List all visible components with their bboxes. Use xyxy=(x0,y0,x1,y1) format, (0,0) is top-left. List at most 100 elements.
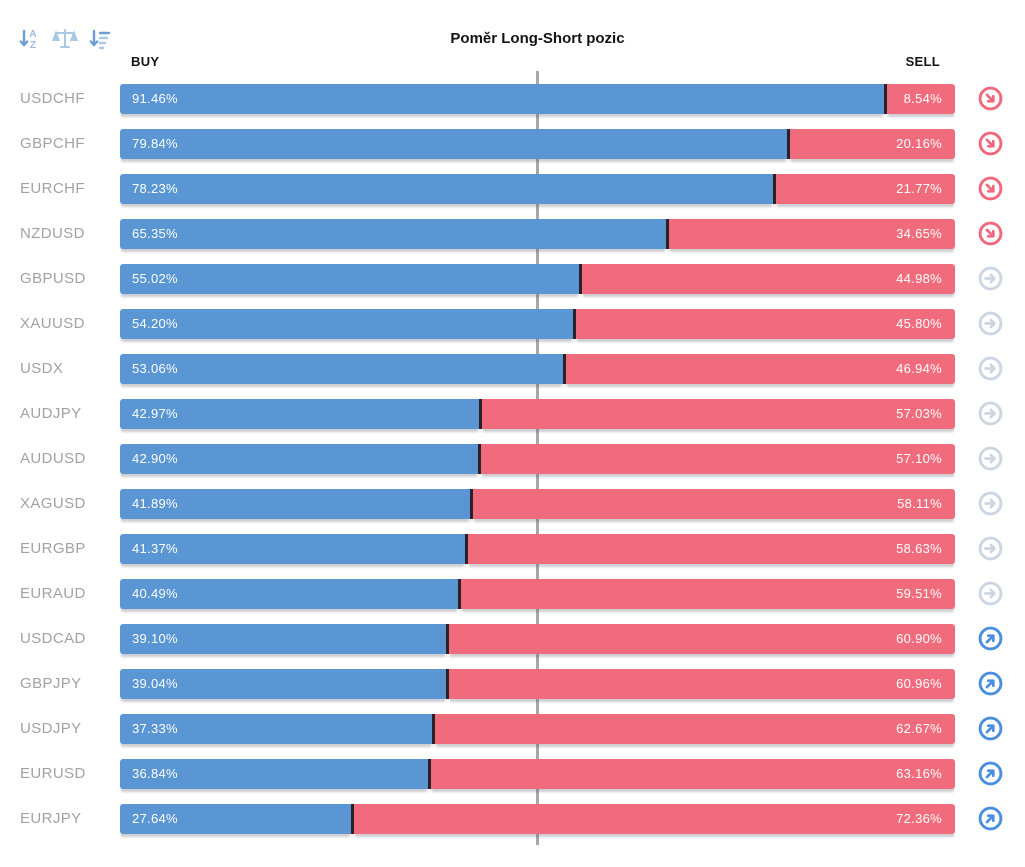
buy-sell-divider xyxy=(786,128,790,159)
svg-text:A: A xyxy=(29,29,36,40)
buy-value: 42.90% xyxy=(132,451,178,466)
sell-value: 8.54% xyxy=(903,91,942,106)
sell-value: 58.11% xyxy=(897,496,942,511)
sell-value: 21.77% xyxy=(896,181,942,196)
buy-value: 41.89% xyxy=(132,496,178,511)
buy-bar: 40.49% xyxy=(120,578,459,609)
buy-value: 53.06% xyxy=(132,361,178,376)
trend-indicator xyxy=(978,446,1003,471)
sell-bar: 46.94% xyxy=(566,353,955,384)
buy-value: 41.37% xyxy=(132,541,178,556)
ratio-bar-track: 54.20% 45.80% xyxy=(120,308,955,339)
pair-label: NZDUSD xyxy=(20,225,85,242)
ratio-bar-track: 53.06% 46.94% xyxy=(120,353,955,384)
buy-sell-divider xyxy=(883,83,887,114)
ratio-bar-track: 55.02% 44.98% xyxy=(120,263,955,294)
buy-sell-divider xyxy=(469,488,473,519)
trend-indicator xyxy=(978,131,1003,156)
trend-indicator xyxy=(978,221,1003,246)
sell-bar: 63.16% xyxy=(430,758,955,789)
trend-down-icon xyxy=(978,176,1003,201)
trend-indicator xyxy=(978,311,1003,336)
table-row: USDX 53.06% 46.94% xyxy=(0,346,1025,391)
trend-indicator xyxy=(978,491,1003,516)
sell-value: 34.65% xyxy=(896,226,942,241)
trend-neutral-icon xyxy=(978,266,1003,291)
trend-neutral-icon xyxy=(978,401,1003,426)
trend-neutral-icon xyxy=(978,581,1003,606)
table-row: XAGUSD 41.89% 58.11% xyxy=(0,481,1025,526)
sell-value: 45.80% xyxy=(896,316,942,331)
trend-up-icon xyxy=(978,716,1003,741)
pair-label: EURCHF xyxy=(20,180,85,197)
table-row: GBPCHF 79.84% 20.16% xyxy=(0,121,1025,166)
trend-indicator xyxy=(978,671,1003,696)
pair-label: EURAUD xyxy=(20,585,86,602)
trend-indicator xyxy=(978,806,1003,831)
buy-value: 39.04% xyxy=(132,676,178,691)
balance-scale-icon[interactable] xyxy=(52,26,78,52)
buy-sell-divider xyxy=(478,443,482,474)
trend-neutral-icon xyxy=(978,446,1003,471)
pair-label: USDJPY xyxy=(20,720,82,737)
sort-alpha-descending-icon[interactable]: A Z xyxy=(17,26,43,52)
buy-sell-divider xyxy=(478,398,482,429)
trend-up-icon xyxy=(978,761,1003,786)
table-row: AUDUSD 42.90% 57.10% xyxy=(0,436,1025,481)
sell-value: 60.90% xyxy=(896,631,942,646)
pair-label: GBPJPY xyxy=(20,675,82,692)
pair-label: USDCHF xyxy=(20,90,85,107)
sell-value: 44.98% xyxy=(896,271,942,286)
trend-indicator xyxy=(978,536,1003,561)
ratio-bar-track: 42.90% 57.10% xyxy=(120,443,955,474)
sort-amount-descending-icon[interactable] xyxy=(87,26,113,52)
buy-sell-divider xyxy=(773,173,777,204)
pair-label: USDX xyxy=(20,360,64,377)
trend-up-icon xyxy=(978,671,1003,696)
pair-label: EURUSD xyxy=(20,765,86,782)
pair-label: EURGBP xyxy=(20,540,86,557)
buy-value: 37.33% xyxy=(132,721,178,736)
pair-label: USDCAD xyxy=(20,630,86,647)
ratio-bar-track: 79.84% 20.16% xyxy=(120,128,955,159)
table-row: AUDJPY 42.97% 57.03% xyxy=(0,391,1025,436)
buy-bar: 65.35% xyxy=(120,218,666,249)
ratio-bar-track: 39.10% 60.90% xyxy=(120,623,955,654)
buy-bar: 39.04% xyxy=(120,668,446,699)
buy-bar: 54.20% xyxy=(120,308,573,339)
trend-neutral-icon xyxy=(978,491,1003,516)
table-row: GBPUSD 55.02% 44.98% xyxy=(0,256,1025,301)
ratio-bar-track: 42.97% 57.03% xyxy=(120,398,955,429)
buy-value: 65.35% xyxy=(132,226,178,241)
sell-bar: 57.03% xyxy=(481,398,955,429)
buy-bar: 41.89% xyxy=(120,488,470,519)
ratio-bar-track: 36.84% 63.16% xyxy=(120,758,955,789)
pair-label: XAUUSD xyxy=(20,315,85,332)
buy-bar: 41.37% xyxy=(120,533,466,564)
buy-column-header: BUY xyxy=(131,54,160,69)
ratio-bar-track: 41.89% 58.11% xyxy=(120,488,955,519)
pair-label: EURJPY xyxy=(20,810,82,827)
trend-down-icon xyxy=(978,221,1003,246)
pair-label: GBPUSD xyxy=(20,270,86,287)
pair-label: XAGUSD xyxy=(20,495,86,512)
trend-indicator xyxy=(978,401,1003,426)
sell-bar: 20.16% xyxy=(789,128,955,159)
ratio-bar-track: 39.04% 60.96% xyxy=(120,668,955,699)
sell-value: 62.67% xyxy=(896,721,942,736)
sell-bar: 21.77% xyxy=(776,173,955,204)
buy-value: 40.49% xyxy=(132,586,178,601)
buy-bar: 55.02% xyxy=(120,263,580,294)
table-row: GBPJPY 39.04% 60.96% xyxy=(0,661,1025,706)
sell-column-header: SELL xyxy=(905,54,940,69)
sell-bar: 60.96% xyxy=(448,668,955,699)
sell-bar: 59.51% xyxy=(461,578,955,609)
buy-bar: 37.33% xyxy=(120,713,432,744)
buy-value: 36.84% xyxy=(132,766,178,781)
sell-bar: 8.54% xyxy=(886,83,955,114)
ratio-bar-track: 40.49% 59.51% xyxy=(120,578,955,609)
trend-neutral-icon xyxy=(978,536,1003,561)
ratio-bar-track: 37.33% 62.67% xyxy=(120,713,955,744)
table-row: EURAUD 40.49% 59.51% xyxy=(0,571,1025,616)
